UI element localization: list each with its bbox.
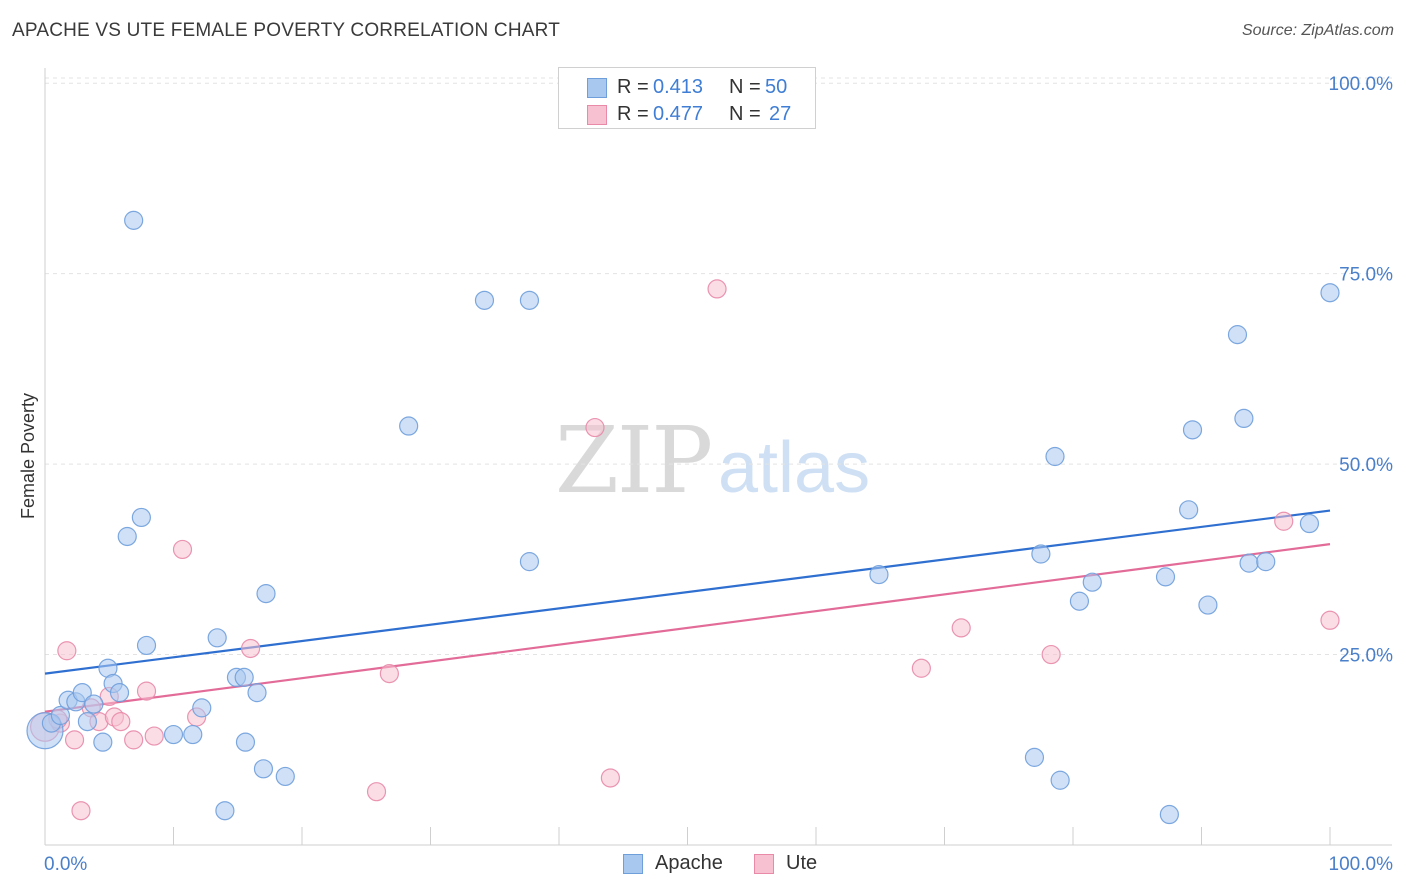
point-apache[interactable] [117, 526, 137, 547]
point-apache[interactable] [1082, 572, 1102, 592]
legend-n-label: N = [729, 103, 761, 125]
point-apache[interactable] [93, 732, 113, 752]
point-apache[interactable] [72, 683, 92, 703]
point-ute[interactable] [585, 417, 605, 438]
legend-r-label: R = [617, 76, 649, 98]
point-apache[interactable] [1179, 500, 1199, 520]
point-ute[interactable] [64, 730, 85, 750]
y-axis-label: Female Poverty [18, 393, 38, 519]
chart-title: APACHE VS UTE FEMALE POVERTY CORRELATION… [12, 20, 561, 41]
point-apache[interactable] [235, 732, 256, 752]
point-apache[interactable] [519, 552, 540, 572]
x-tick-label-left: 0.0% [44, 854, 87, 875]
gridlines [45, 77, 1392, 656]
point-ute[interactable] [379, 664, 399, 684]
point-ute[interactable] [71, 801, 91, 821]
series-label-apache: Apache [655, 852, 723, 874]
point-apache[interactable] [1050, 770, 1070, 790]
point-ute[interactable] [124, 730, 144, 750]
y-tick-label: 100.0% [1329, 74, 1394, 95]
watermark-zip-text: ZIP [555, 407, 711, 514]
point-ute[interactable] [1041, 644, 1061, 665]
legend-swatch-ute [587, 105, 607, 125]
point-apache[interactable] [275, 766, 295, 787]
series-label-ute: Ute [786, 852, 818, 874]
point-apache[interactable] [869, 564, 889, 585]
legend-r-label: R = [617, 103, 649, 125]
point-apache[interactable] [131, 507, 151, 528]
point-apache[interactable] [1320, 283, 1340, 303]
chart-source: Source: ZipAtlas.com [1241, 22, 1394, 39]
point-apache[interactable] [183, 724, 203, 745]
point-apache[interactable] [192, 698, 212, 718]
point-ute[interactable] [951, 618, 971, 638]
point-apache[interactable] [399, 416, 419, 436]
point-apache[interactable] [1239, 553, 1259, 573]
series-swatch-apache [623, 854, 643, 874]
point-apache[interactable] [207, 628, 227, 648]
legend-n-value: 27 [769, 103, 792, 125]
point-apache[interactable] [1227, 325, 1248, 345]
point-ute[interactable] [172, 539, 193, 560]
legend-r-value: 0.477 [653, 103, 704, 125]
series-swatch-ute [754, 854, 774, 874]
point-ute[interactable] [600, 768, 621, 788]
point-apache[interactable] [124, 210, 144, 230]
point-ute[interactable] [144, 726, 164, 746]
point-apache[interactable] [474, 290, 495, 310]
point-apache[interactable] [253, 759, 274, 779]
tick-labels: 25.0% 50.0% 75.0% 100.0% 0.0% 100.0% [44, 74, 1393, 875]
point-apache[interactable] [1024, 747, 1045, 767]
correlation-legend: R = 0.413 N = 50 R = 0.477 N = 27 [558, 67, 816, 129]
point-ute[interactable] [136, 681, 157, 701]
legend-n-label: N = [729, 76, 761, 98]
point-apache[interactable] [247, 683, 267, 703]
point-apache[interactable] [519, 290, 540, 310]
point-ute[interactable] [1320, 610, 1340, 630]
point-apache[interactable] [256, 584, 276, 604]
watermark: ZIP atlas [555, 407, 870, 514]
point-ute[interactable] [57, 641, 77, 661]
watermark-atlas-text: atlas [718, 428, 870, 508]
point-ute[interactable] [911, 658, 931, 678]
point-apache[interactable] [1256, 552, 1276, 572]
y-tick-label: 50.0% [1339, 455, 1393, 476]
point-apache[interactable] [234, 667, 254, 688]
point-apache[interactable] [84, 694, 104, 714]
point-apache[interactable] [1159, 804, 1179, 825]
y-tick-label: 25.0% [1339, 646, 1393, 667]
x-tick-label-right: 100.0% [1329, 854, 1394, 875]
point-ute[interactable] [1274, 511, 1294, 531]
point-ute[interactable] [111, 711, 131, 732]
point-apache[interactable] [1155, 567, 1176, 587]
legend-swatch-apache [587, 78, 607, 98]
point-apache[interactable] [163, 724, 184, 745]
y-tick-label: 75.0% [1339, 265, 1393, 286]
point-apache[interactable] [1069, 591, 1090, 611]
point-apache[interactable] [136, 635, 157, 656]
trend-line-apache [44, 509, 1331, 675]
point-ute[interactable] [241, 638, 261, 659]
point-apache[interactable] [1031, 544, 1051, 564]
point-apache[interactable] [50, 705, 71, 726]
point-ute[interactable] [707, 279, 727, 299]
point-apache[interactable] [77, 711, 98, 732]
data-points [26, 210, 1340, 825]
point-apache[interactable] [109, 683, 130, 703]
point-apache[interactable] [1234, 408, 1254, 429]
point-apache[interactable] [1182, 420, 1203, 440]
point-apache[interactable] [1045, 446, 1065, 467]
point-apache[interactable] [1198, 595, 1218, 615]
point-apache[interactable] [215, 801, 235, 821]
legend-r-value: 0.413 [653, 76, 704, 98]
legend-n-value: 50 [765, 76, 788, 98]
point-ute[interactable] [366, 782, 387, 802]
point-apache[interactable] [1299, 513, 1320, 534]
